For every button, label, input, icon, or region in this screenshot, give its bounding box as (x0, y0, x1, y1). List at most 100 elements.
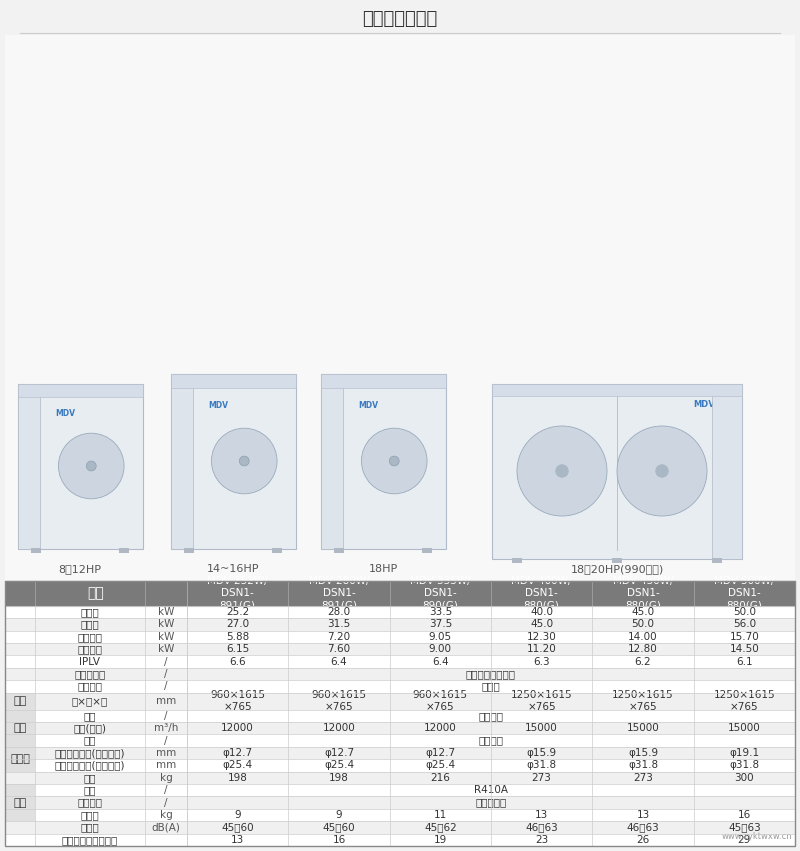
Bar (31, 547, 42, 552)
Text: 型号: 型号 (88, 586, 104, 601)
Bar (612, 557, 622, 563)
Text: MDV: MDV (694, 400, 715, 409)
Text: 50.0: 50.0 (733, 607, 756, 617)
Circle shape (58, 433, 124, 499)
Bar (184, 547, 194, 552)
Text: 6.1: 6.1 (736, 657, 753, 666)
Bar (5, 734, 795, 747)
Text: kW: kW (158, 607, 174, 617)
Bar (272, 547, 282, 552)
Text: 18～20HP(990结构): 18～20HP(990结构) (570, 564, 664, 574)
Text: 12000: 12000 (222, 723, 254, 734)
Text: 15000: 15000 (626, 723, 659, 734)
Circle shape (655, 465, 669, 477)
Text: /: / (164, 682, 168, 691)
Text: 6.15: 6.15 (226, 644, 250, 654)
Text: 19: 19 (434, 835, 447, 845)
Text: dB(A): dB(A) (151, 822, 181, 832)
Text: kg: kg (160, 773, 172, 783)
Text: 1250×1615
×765: 1250×1615 ×765 (612, 690, 674, 712)
Text: φ31.8: φ31.8 (628, 761, 658, 770)
Text: 12.30: 12.30 (526, 631, 557, 642)
Text: φ31.8: φ31.8 (526, 761, 557, 770)
Text: 14.00: 14.00 (628, 631, 658, 642)
Text: 6.6: 6.6 (230, 657, 246, 666)
Bar (5, 668, 795, 680)
Bar (5, 834, 795, 846)
Bar (5, 772, 795, 784)
Text: MDV-335W/
DSN1-
890(G): MDV-335W/ DSN1- 890(G) (410, 576, 470, 610)
Bar (0, 0, 800, 33)
Circle shape (555, 465, 569, 477)
Text: kW: kW (158, 631, 174, 642)
Text: 15.70: 15.70 (730, 631, 759, 642)
Text: 45～62: 45～62 (424, 822, 457, 832)
Text: 14.50: 14.50 (730, 644, 759, 654)
Text: φ31.8: φ31.8 (730, 761, 759, 770)
Bar (170, 374, 295, 387)
Text: 机壳颜色: 机壳颜色 (78, 682, 102, 691)
Text: 机器出口液管(焊接连接): 机器出口液管(焊接连接) (54, 748, 126, 758)
Text: 噪音值: 噪音值 (81, 822, 99, 832)
Text: 控制方法: 控制方法 (78, 797, 102, 808)
Text: MDV: MDV (358, 401, 378, 409)
Bar (170, 374, 295, 549)
Text: 16: 16 (332, 835, 346, 845)
Text: 27.0: 27.0 (226, 620, 250, 630)
Text: 45.0: 45.0 (631, 607, 654, 617)
Bar (321, 374, 446, 387)
Text: 198: 198 (329, 773, 349, 783)
Bar (5, 693, 35, 710)
Text: φ25.4: φ25.4 (222, 761, 253, 770)
Text: MDV-252W/
DSN1-
891(G): MDV-252W/ DSN1- 891(G) (207, 576, 268, 610)
Bar (18, 384, 40, 549)
Bar (321, 374, 446, 549)
Bar (321, 374, 343, 549)
Text: 45～63: 45～63 (728, 822, 761, 832)
Text: 灰白色: 灰白色 (482, 682, 500, 691)
Bar (5, 747, 795, 759)
Text: 9: 9 (234, 810, 241, 820)
Text: 连接管: 连接管 (10, 754, 30, 764)
Text: www.zyktwxw.cn: www.zyktwxw.cn (722, 832, 792, 841)
Circle shape (362, 428, 427, 494)
Bar (5, 693, 795, 710)
Text: 960×1615
×765: 960×1615 ×765 (210, 690, 265, 712)
Text: 7.20: 7.20 (327, 631, 350, 642)
Text: 制冷量: 制冷量 (81, 607, 99, 617)
Text: /: / (164, 785, 168, 795)
Text: /: / (164, 735, 168, 745)
Text: 制热量: 制热量 (81, 620, 99, 630)
Bar (492, 384, 742, 396)
Text: 16: 16 (738, 810, 751, 820)
Text: φ12.7: φ12.7 (222, 748, 253, 758)
Text: 电子膨胀阀: 电子膨胀阀 (475, 797, 506, 808)
Text: 29: 29 (738, 835, 751, 845)
Text: kW: kW (158, 620, 174, 630)
Text: 23: 23 (535, 835, 548, 845)
Text: MDV: MDV (209, 401, 229, 409)
Text: φ19.1: φ19.1 (730, 748, 759, 758)
Bar (5, 618, 795, 631)
Text: 50.0: 50.0 (631, 620, 654, 630)
Text: 9.05: 9.05 (429, 631, 452, 642)
Text: MDV-450W/
DSN1-
880(G): MDV-450W/ DSN1- 880(G) (613, 576, 674, 610)
Text: 重量: 重量 (84, 773, 96, 783)
Text: /: / (164, 657, 168, 666)
Bar (5, 581, 795, 846)
Bar (18, 384, 142, 397)
Text: 5.88: 5.88 (226, 631, 250, 642)
Text: 31.5: 31.5 (327, 620, 350, 630)
Text: 6.4: 6.4 (432, 657, 449, 666)
Text: 种类: 种类 (84, 785, 96, 795)
Text: 宽×高×深: 宽×高×深 (72, 696, 108, 706)
Text: 12000: 12000 (424, 723, 457, 734)
Text: 6.2: 6.2 (634, 657, 651, 666)
Text: 1250×1615
×765: 1250×1615 ×765 (714, 690, 775, 712)
Circle shape (617, 426, 707, 516)
Text: MDV-500W/
DSN1-
880(G): MDV-500W/ DSN1- 880(G) (714, 576, 774, 610)
Bar (5, 606, 795, 618)
Text: 11.20: 11.20 (526, 644, 557, 654)
Text: 33.5: 33.5 (429, 607, 452, 617)
Text: 300: 300 (734, 773, 754, 783)
